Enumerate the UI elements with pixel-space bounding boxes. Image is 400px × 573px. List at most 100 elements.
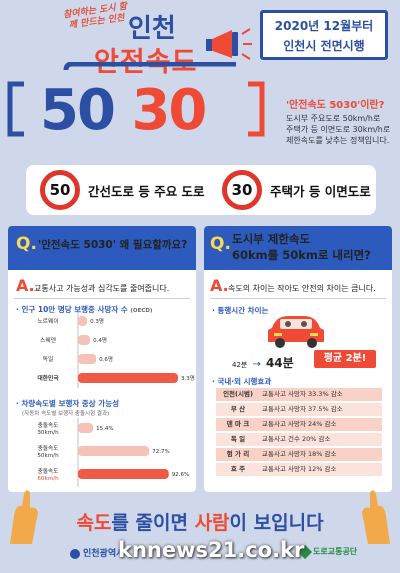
footer-message: 속도를 줄이면 사람이 보입니다 <box>0 508 400 535</box>
speed-limit-50-sign: 50 <box>40 170 80 210</box>
effects-title: · 국내·외 시행효과 <box>212 377 272 386</box>
chart2-category-unit: 60km/h <box>37 476 59 482</box>
road-traffic-authority-logo: 도로교통공단 <box>297 544 358 559</box>
effects-place: 인천(시범) <box>223 390 253 398</box>
effects-place: 부 산 <box>230 405 246 413</box>
effects-value: 교통사고 사망자 12% 감소 <box>262 465 337 473</box>
effects-row: 부 산 교통사고 사망자 37.5% 감소 <box>216 403 382 416</box>
a-label: A. <box>210 276 229 295</box>
effects-value: 교통사고 사망자 33.3% 감소 <box>262 390 343 398</box>
chart1-title: · 인구 10만 명당 보행중 사망자 수 (OECD) <box>16 304 152 315</box>
effects-value: 교통사고 사망자 18% 감소 <box>262 450 337 458</box>
chart1-value-label: 0.6명 <box>99 356 113 363</box>
right-hand-icon <box>362 490 390 544</box>
5030-title: 50 30 <box>40 78 207 143</box>
speed-sign-row <box>26 165 376 215</box>
definition-line: 제한속도를 낮추는 정책입니다. <box>286 136 390 145</box>
effects-row: 덴 마 크 교통사고 사망자 24% 감소 <box>216 418 382 431</box>
msg-speed: 속도 <box>76 512 112 534</box>
launch-date-line1: 2020년 12월부터 <box>274 19 374 33</box>
effects-row: 독 일 교통사고 건수 20% 감소 <box>216 433 382 446</box>
effects-place: 독 일 <box>230 435 246 443</box>
launch-date-line2: 인천시 전면시행 <box>283 39 365 53</box>
right-answer: 속도의 차이는 작아도 안전의 차이는 큽니다. <box>228 284 376 293</box>
chart1-bar <box>78 354 97 364</box>
chart2-bar <box>78 423 94 433</box>
effects-value: 교통사고 건수 20% 감소 <box>262 435 331 443</box>
chart1-category-label: 스웨덴 <box>40 336 56 344</box>
chart2-svg: 충돌속도30km/h15.4%충돌속도50km/h72.7%충돌속도60km/h… <box>37 418 189 487</box>
definition-answer: 도시부 주요도로 50km/h로 주택가 등 이면도로 30km/h로 제한속도… <box>286 113 396 146</box>
right-question-line1: 도시부 제한속도 <box>232 232 311 246</box>
slogan-text: 참여하는 도시 함께 만드는 인천 <box>62 1 128 31</box>
chart1-value-label: 3.3명 <box>181 375 195 382</box>
speed-limit-30-sign: 30 <box>222 170 262 210</box>
effects-place: 헝 가 리 <box>226 450 250 458</box>
chart2-category-unit: 50km/h <box>37 453 59 459</box>
chart2-bar <box>78 469 169 479</box>
chart1-bar <box>78 316 88 326</box>
msg-part: 이 보입니다 <box>229 512 324 534</box>
watermark: knnews21.co.kr <box>118 538 305 562</box>
chart1-title-text: · 인구 10만 명당 보행중 사망자 수 <box>16 305 128 314</box>
definition-line: 주택가 등 이면도로 30km/h로 <box>286 125 391 134</box>
right-question-line2: 60km를 50km로 내리면? <box>232 248 371 262</box>
sign-50-label: 간선도로 등 주요 도로 <box>88 184 205 199</box>
a-label: A. <box>16 276 35 295</box>
chart2-bar <box>78 446 150 456</box>
megaphone-icon <box>206 28 252 60</box>
chart2-category-label: 충돌속도 <box>38 444 59 452</box>
chart1-category-label: 독일 <box>43 355 54 363</box>
time-from: 42분 <box>232 361 248 369</box>
org-right-label: 도로교통공단 <box>313 547 358 556</box>
left-hand-icon <box>10 490 38 544</box>
q-label: Q. <box>210 234 231 254</box>
chart1-category-label: 노르웨이 <box>37 317 58 325</box>
chart2-value-label: 72.7% <box>152 449 169 455</box>
travel-time-row: 42분 → 44분 <box>232 352 294 371</box>
left-question: '안전속도 5030' 왜 필요할까요? <box>38 239 188 251</box>
effects-place: 덴 마 크 <box>226 420 250 428</box>
time-to: 44분 <box>265 356 294 370</box>
effects-row: 호 주 교통사고 사망자 12% 감소 <box>216 463 382 476</box>
chart2-value-label: 92.6% <box>172 472 189 478</box>
chart1-bar <box>78 335 91 345</box>
right-question-panel <box>204 226 392 271</box>
chart2-subtitle: (자동차 속도별 보행자 충돌시험 결과) <box>22 411 110 417</box>
travel-time-title: · 통행시간 차이는 <box>212 306 269 315</box>
divider <box>14 298 190 299</box>
footer <box>0 503 400 573</box>
divider <box>210 298 386 299</box>
q-label: Q. <box>16 234 37 254</box>
effects-value: 교통사고 사망자 37.5% 감소 <box>262 405 343 413</box>
chart1-unit: (OECD) <box>130 308 153 314</box>
arrow-icon: → <box>252 359 261 370</box>
city-emblem-icon <box>70 548 80 559</box>
speed-frame <box>7 62 265 137</box>
chart1-category-label: 대한민국 <box>37 374 59 382</box>
org-left-label: 인천광역시 <box>83 549 125 559</box>
effects-row: 헝 가 리 교통사고 사망자 18% 감소 <box>216 448 382 461</box>
chart2-category-unit: 30km/h <box>37 430 59 436</box>
definition-line: 도시부 주요도로 50km/h로 <box>286 114 381 123</box>
launch-date-box: 2020년 12월부터 인천시 전면시행 <box>260 10 388 60</box>
car-icon <box>268 316 324 348</box>
number-50: 50 <box>40 78 116 143</box>
number-30: 30 <box>131 78 207 143</box>
msg-part: 를 줄이면 <box>111 512 195 534</box>
chart2-category-label: 충돌속도 <box>38 467 59 475</box>
chart1-value-label: 0.4명 <box>93 337 107 344</box>
effects-row: 인천(시범) 교통사고 사망자 33.3% 감소 <box>216 388 382 401</box>
msg-people: 사람 <box>194 512 230 534</box>
left-answer: 교통사고 가능성과 심각도를 줄여줍니다. <box>34 284 170 293</box>
chart2-title: · 차량속도별 보행자 중상 가능성 <box>16 399 119 408</box>
chart2-category-label: 충돌속도 <box>38 421 59 429</box>
effects-place: 호 주 <box>230 465 246 473</box>
left-question-panel <box>8 226 196 271</box>
effects-value: 교통사고 사망자 24% 감소 <box>262 420 337 428</box>
chart1-value-label: 0.3명 <box>90 318 104 325</box>
chart1-bar <box>78 373 178 383</box>
definition-question: '안전속도 5030'이란? <box>286 100 385 111</box>
